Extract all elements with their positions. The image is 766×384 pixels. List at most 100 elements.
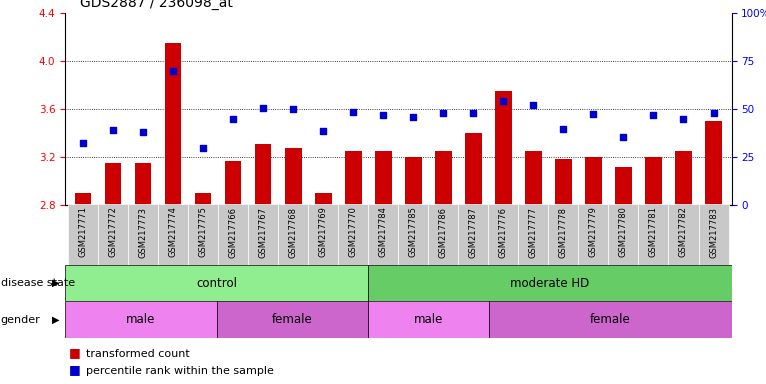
Bar bbox=[525, 151, 542, 205]
Bar bbox=[676, 151, 692, 205]
Text: male: male bbox=[414, 313, 444, 326]
Bar bbox=[495, 91, 512, 205]
Text: GSM217773: GSM217773 bbox=[139, 207, 148, 258]
Bar bbox=[248, 204, 278, 265]
Text: transformed count: transformed count bbox=[86, 349, 189, 359]
Bar bbox=[608, 204, 639, 265]
Point bbox=[497, 98, 509, 104]
Text: ■: ■ bbox=[69, 346, 80, 359]
Point bbox=[558, 126, 570, 132]
Point bbox=[527, 101, 539, 108]
Bar bbox=[278, 204, 308, 265]
Text: control: control bbox=[196, 277, 237, 290]
Text: GSM217769: GSM217769 bbox=[319, 207, 328, 257]
Text: ▶: ▶ bbox=[52, 278, 60, 288]
Point bbox=[437, 110, 450, 116]
Text: GSM217783: GSM217783 bbox=[709, 207, 718, 258]
Point bbox=[588, 111, 600, 118]
Bar bbox=[65, 301, 217, 338]
Point bbox=[287, 106, 300, 113]
Bar bbox=[75, 194, 91, 205]
Text: GDS2887 / 236098_at: GDS2887 / 236098_at bbox=[80, 0, 234, 10]
Bar bbox=[489, 301, 732, 338]
Bar bbox=[188, 204, 218, 265]
Bar bbox=[405, 157, 421, 205]
Bar bbox=[368, 301, 489, 338]
Text: GSM217770: GSM217770 bbox=[349, 207, 358, 257]
Bar bbox=[65, 265, 368, 301]
Text: GSM217776: GSM217776 bbox=[499, 207, 508, 258]
Point bbox=[197, 145, 209, 151]
Text: ■: ■ bbox=[69, 363, 80, 376]
Text: GSM217787: GSM217787 bbox=[469, 207, 478, 258]
Point bbox=[647, 113, 660, 119]
Text: GSM217782: GSM217782 bbox=[679, 207, 688, 257]
Bar bbox=[135, 164, 152, 205]
Point bbox=[347, 109, 359, 115]
Point bbox=[677, 116, 689, 122]
Bar bbox=[519, 204, 548, 265]
Text: moderate HD: moderate HD bbox=[510, 277, 589, 290]
Bar bbox=[428, 204, 458, 265]
Text: GSM217767: GSM217767 bbox=[259, 207, 268, 258]
Bar bbox=[255, 144, 271, 205]
Bar bbox=[368, 265, 732, 301]
Text: GSM217784: GSM217784 bbox=[379, 207, 388, 257]
Bar bbox=[128, 204, 158, 265]
Point bbox=[107, 127, 119, 133]
Text: GSM217785: GSM217785 bbox=[409, 207, 417, 257]
Bar bbox=[368, 204, 398, 265]
Text: disease state: disease state bbox=[1, 278, 75, 288]
Text: GSM217774: GSM217774 bbox=[169, 207, 178, 257]
Bar bbox=[585, 157, 602, 205]
Bar bbox=[375, 151, 391, 205]
Bar bbox=[398, 204, 428, 265]
Bar bbox=[195, 194, 211, 205]
Bar bbox=[458, 204, 489, 265]
Bar bbox=[218, 204, 248, 265]
Text: GSM217772: GSM217772 bbox=[109, 207, 118, 257]
Text: female: female bbox=[590, 313, 630, 326]
Bar bbox=[217, 301, 368, 338]
Point bbox=[467, 110, 480, 116]
Bar bbox=[315, 194, 332, 205]
Point bbox=[377, 113, 389, 119]
Bar bbox=[105, 164, 121, 205]
Text: ▶: ▶ bbox=[52, 314, 60, 325]
Bar bbox=[165, 43, 182, 205]
Bar bbox=[435, 151, 452, 205]
Text: GSM217786: GSM217786 bbox=[439, 207, 448, 258]
Point bbox=[227, 116, 239, 122]
Point bbox=[317, 128, 329, 134]
Point bbox=[77, 140, 90, 146]
Text: GSM217771: GSM217771 bbox=[79, 207, 87, 257]
Text: GSM217781: GSM217781 bbox=[649, 207, 658, 257]
Text: GSM217766: GSM217766 bbox=[229, 207, 237, 258]
Text: male: male bbox=[126, 313, 155, 326]
Bar bbox=[705, 121, 722, 205]
Text: percentile rank within the sample: percentile rank within the sample bbox=[86, 366, 273, 376]
Text: GSM217780: GSM217780 bbox=[619, 207, 628, 257]
Text: GSM217779: GSM217779 bbox=[589, 207, 598, 257]
Bar bbox=[158, 204, 188, 265]
Bar bbox=[339, 204, 368, 265]
Text: GSM217777: GSM217777 bbox=[529, 207, 538, 258]
Point bbox=[408, 114, 420, 120]
Bar bbox=[699, 204, 728, 265]
Bar bbox=[98, 204, 128, 265]
Point bbox=[257, 105, 270, 111]
Text: GSM217768: GSM217768 bbox=[289, 207, 298, 258]
Bar bbox=[225, 161, 241, 205]
Bar bbox=[345, 151, 362, 205]
Text: GSM217778: GSM217778 bbox=[559, 207, 568, 258]
Bar bbox=[465, 134, 482, 205]
Text: gender: gender bbox=[1, 314, 41, 325]
Bar bbox=[308, 204, 339, 265]
Point bbox=[707, 110, 719, 116]
Bar bbox=[669, 204, 699, 265]
Bar bbox=[555, 159, 571, 205]
Bar bbox=[489, 204, 519, 265]
Point bbox=[617, 134, 630, 140]
Text: GSM217775: GSM217775 bbox=[198, 207, 208, 257]
Bar bbox=[639, 204, 669, 265]
